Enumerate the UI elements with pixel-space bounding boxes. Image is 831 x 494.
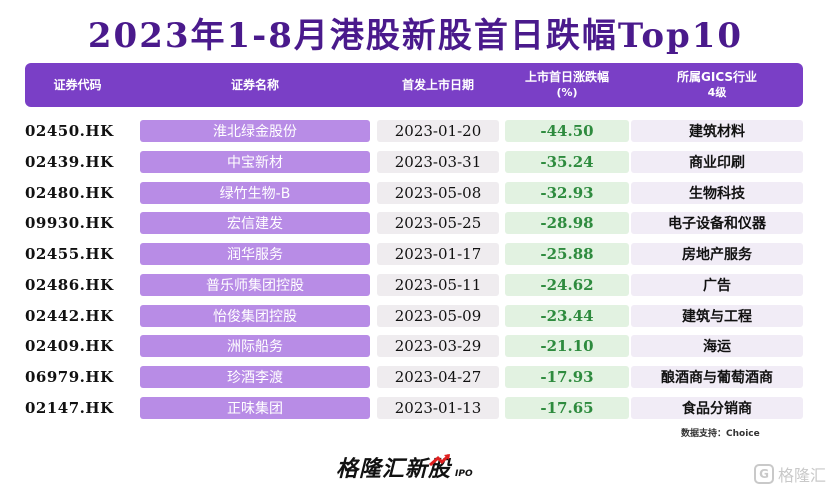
cell-date: 2023-01-20 xyxy=(377,120,499,142)
trend-arrow-icon xyxy=(429,453,451,467)
data-source-note: 数据支持：Choice xyxy=(681,429,760,439)
cell-code: 02486.HK xyxy=(25,276,114,294)
logo-text: 格隆汇新股 xyxy=(336,457,452,482)
table-row: 02455.HK 润华服务 2023-01-17 -25.88 房地产服务 xyxy=(25,243,803,265)
header-date-label: 首发上市日期 xyxy=(401,77,474,92)
cell-date: 2023-01-17 xyxy=(377,243,499,265)
table-row: 02409.HK 洲际船务 2023-03-29 -21.10 海运 xyxy=(25,335,803,357)
cell-date: 2023-05-25 xyxy=(377,212,499,234)
header-change-unit: (%) xyxy=(556,86,578,99)
cell-code: 02455.HK xyxy=(25,245,114,263)
cell-name: 宏信建发 xyxy=(140,212,370,234)
cell-date: 2023-05-09 xyxy=(377,305,499,327)
header-name-label: 证券名称 xyxy=(230,77,279,92)
header-change-label: 上市首日涨跌幅 xyxy=(524,70,609,84)
page-title: 2023年1-8月港股新股首日跌幅Top10 xyxy=(87,16,744,56)
cell-change: -17.93 xyxy=(505,366,629,388)
cell-code: 02439.HK xyxy=(25,153,114,171)
cell-code: 02442.HK xyxy=(25,307,114,325)
cell-name: 怡俊集团控股 xyxy=(140,305,370,327)
table-row: 02486.HK 普乐师集团控股 2023-05-11 -24.62 广告 xyxy=(25,274,803,296)
cell-name: 润华服务 xyxy=(140,243,370,265)
cell-name: 普乐师集团控股 xyxy=(140,274,370,296)
cell-name: 正味集团 xyxy=(140,397,370,419)
cell-code: 02409.HK xyxy=(25,337,114,355)
logo-ipo: IPO xyxy=(455,469,473,479)
watermark-g-icon: G xyxy=(754,464,774,484)
brand-logo: 格隆汇新股 IPO xyxy=(336,453,473,483)
cell-date: 2023-05-08 xyxy=(377,182,499,204)
cell-name: 洲际船务 xyxy=(140,335,370,357)
cell-name: 绿竹生物-B xyxy=(140,182,370,204)
header-industry-label: 所属GICS行业 xyxy=(677,70,757,84)
table-row: 09930.HK 宏信建发 2023-05-25 -28.98 电子设备和仪器 xyxy=(25,212,803,234)
cell-change: -44.50 xyxy=(505,120,629,142)
cell-code: 09930.HK xyxy=(25,214,114,232)
table-row: 02442.HK 怡俊集团控股 2023-05-09 -23.44 建筑与工程 xyxy=(25,305,803,327)
cell-change: -23.44 xyxy=(505,305,629,327)
cell-industry: 商业印刷 xyxy=(631,151,803,173)
cell-code: 02450.HK xyxy=(25,122,114,140)
watermark: G 格隆汇 xyxy=(754,462,826,486)
cell-industry: 房地产服务 xyxy=(631,243,803,265)
header-industry: 所属GICS行业 4级 xyxy=(631,63,803,107)
header-date: 首发上市日期 xyxy=(377,63,499,107)
table-header: 证券代码 证券名称 首发上市日期 上市首日涨跌幅 (%) 所属GICS行业 4级 xyxy=(25,63,803,107)
table-row: 02450.HK 淮北绿金股份 2023-01-20 -44.50 建筑材料 xyxy=(25,120,803,142)
cell-code: 02480.HK xyxy=(25,184,114,202)
cell-date: 2023-01-13 xyxy=(377,397,499,419)
cell-industry: 海运 xyxy=(631,335,803,357)
table-row: 02480.HK 绿竹生物-B 2023-05-08 -32.93 生物科技 xyxy=(25,182,803,204)
cell-name: 中宝新材 xyxy=(140,151,370,173)
cell-change: -24.62 xyxy=(505,274,629,296)
cell-industry: 建筑材料 xyxy=(631,120,803,142)
cell-change: -17.65 xyxy=(505,397,629,419)
header-code: 证券代码 xyxy=(25,63,130,107)
cell-code: 02147.HK xyxy=(25,399,114,417)
table-row: 02439.HK 中宝新材 2023-03-31 -35.24 商业印刷 xyxy=(25,151,803,173)
table-row: 02147.HK 正味集团 2023-01-13 -17.65 食品分销商 xyxy=(25,397,803,419)
cell-code: 06979.HK xyxy=(25,368,114,386)
cell-change: -32.93 xyxy=(505,182,629,204)
cell-industry: 电子设备和仪器 xyxy=(631,212,803,234)
cell-industry: 广告 xyxy=(631,274,803,296)
header-name: 证券名称 xyxy=(140,63,370,107)
cell-name: 淮北绿金股份 xyxy=(140,120,370,142)
header-change: 上市首日涨跌幅 (%) xyxy=(505,63,629,107)
cell-date: 2023-03-31 xyxy=(377,151,499,173)
header-industry-level: 4级 xyxy=(707,86,727,99)
cell-date: 2023-03-29 xyxy=(377,335,499,357)
header-code-label: 证券代码 xyxy=(53,77,102,92)
cell-name: 珍酒李渡 xyxy=(140,366,370,388)
table-row: 06979.HK 珍酒李渡 2023-04-27 -17.93 酿酒商与葡萄酒商 xyxy=(25,366,803,388)
cell-change: -28.98 xyxy=(505,212,629,234)
cell-change: -25.88 xyxy=(505,243,629,265)
cell-change: -21.10 xyxy=(505,335,629,357)
cell-date: 2023-05-11 xyxy=(377,274,499,296)
cell-industry: 食品分销商 xyxy=(631,397,803,419)
cell-industry: 生物科技 xyxy=(631,182,803,204)
cell-industry: 酿酒商与葡萄酒商 xyxy=(631,366,803,388)
cell-industry: 建筑与工程 xyxy=(631,305,803,327)
cell-date: 2023-04-27 xyxy=(377,366,499,388)
cell-change: -35.24 xyxy=(505,151,629,173)
watermark-text: 格隆汇 xyxy=(778,466,827,485)
